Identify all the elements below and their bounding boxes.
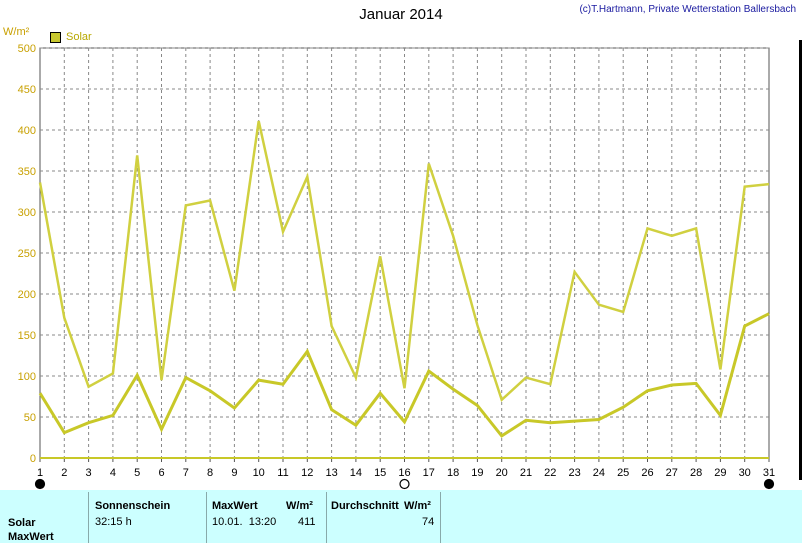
x-tick-label: 30	[739, 467, 751, 479]
y-tick-label: 500	[18, 43, 36, 55]
maxwert-value: 411	[298, 516, 316, 528]
x-tick-label: 17	[423, 467, 435, 479]
y-tick-label: 300	[18, 207, 36, 219]
x-tick-label: 29	[714, 467, 726, 479]
moon-full-marker	[399, 478, 410, 490]
maxwert-time: 10.01. 13:20	[212, 516, 277, 528]
series-line-mean	[38, 312, 770, 438]
x-tick-label: 1	[37, 467, 43, 479]
x-tick-label: 28	[690, 467, 702, 479]
footer-separator	[206, 492, 207, 543]
average-header: Durchschnitt	[331, 500, 399, 512]
x-tick-label: 12	[301, 467, 313, 479]
x-tick-label: 26	[641, 467, 653, 479]
right-edge-bar	[799, 40, 802, 480]
maxwert-unit: W/m²	[286, 500, 313, 512]
moon-new-marker	[34, 478, 46, 490]
credit-text: (c)T.Hartmann, Private Wetterstation Bal…	[579, 4, 796, 15]
x-tick-label: 22	[544, 467, 556, 479]
x-tick-label: 2	[61, 467, 67, 479]
chart-area: 0 50 100 150 200 250 300 350 400 450 500 1 2 3 4 5 6 7 8 9 1…	[3, 4, 802, 490]
x-tick-label: 14	[350, 467, 362, 479]
x-tick-label: 31	[763, 467, 775, 479]
y-tick-label: 200	[18, 289, 36, 301]
x-tick-label: 23	[568, 467, 580, 479]
x-tick-label: 3	[86, 467, 92, 479]
average-unit: W/m²	[404, 500, 431, 512]
x-tick-label: 21	[520, 467, 532, 479]
row-label-maxwert: MaxWert	[8, 531, 54, 543]
y-tick-label: 150	[18, 330, 36, 342]
footer-separator	[326, 492, 327, 543]
maxwert-header: MaxWert	[212, 500, 258, 512]
y-tick-label: 0	[30, 453, 36, 465]
x-tick-label: 25	[617, 467, 629, 479]
footer-stats: Sonnenschein MaxWert W/m² Durchschnitt W…	[0, 490, 802, 543]
x-tick-label: 8	[207, 467, 213, 479]
row-label-solar: Solar	[8, 517, 36, 529]
chart-title: Januar 2014	[359, 6, 443, 23]
x-tick-label: 5	[134, 467, 140, 479]
sunshine-header: Sonnenschein	[95, 500, 171, 512]
x-tick-label: 9	[231, 467, 237, 479]
x-tick-label: 18	[447, 467, 459, 479]
footer-separator	[88, 492, 89, 543]
x-tick-label: 19	[471, 467, 483, 479]
average-value: 74	[422, 516, 435, 528]
x-tick-label: 20	[496, 467, 508, 479]
x-tick-label: 13	[325, 467, 337, 479]
y-tick-label: 400	[18, 125, 36, 137]
x-tick-label: 10	[253, 467, 265, 479]
y-axis-unit: W/m²	[3, 26, 30, 38]
y-tick-label: 250	[18, 248, 36, 260]
legend-label: Solar	[66, 31, 92, 43]
x-tick-label: 15	[374, 467, 386, 479]
moon-new-marker	[763, 478, 775, 490]
x-tick-label: 16	[398, 467, 410, 479]
y-tick-label: 50	[24, 412, 36, 424]
x-tick-label: 7	[183, 467, 189, 479]
x-tick-label: 27	[666, 467, 678, 479]
series-line-max	[38, 120, 770, 403]
footer-separator	[440, 492, 441, 543]
y-tick-label: 350	[18, 166, 36, 178]
x-tick-label: 24	[593, 467, 605, 479]
x-tick-label: 6	[158, 467, 164, 479]
x-tick-label: 4	[110, 467, 116, 479]
legend: Solar	[50, 31, 92, 43]
legend-swatch	[50, 31, 61, 43]
x-tick-label: 11	[277, 467, 288, 479]
y-tick-label: 100	[18, 371, 36, 383]
y-tick-label: 450	[18, 84, 36, 96]
sunshine-value: 32:15 h	[95, 516, 132, 528]
